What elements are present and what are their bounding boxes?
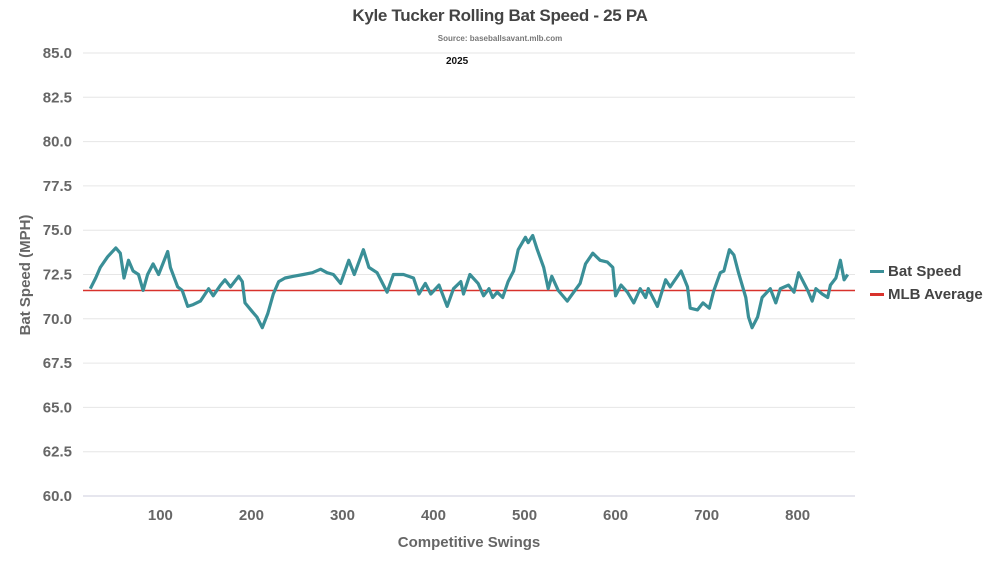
x-tick-label: 700 bbox=[694, 507, 719, 524]
legend-item-mlb-average[interactable]: MLB Average bbox=[870, 283, 983, 306]
x-tick-label: 500 bbox=[512, 507, 537, 524]
y-tick-label: 65.0 bbox=[43, 399, 72, 416]
x-tick-label: 400 bbox=[421, 507, 446, 524]
legend-label: MLB Average bbox=[888, 286, 983, 303]
y-tick-label: 85.0 bbox=[43, 45, 72, 62]
y-tick-label: 80.0 bbox=[43, 134, 72, 151]
y-tick-label: 70.0 bbox=[43, 311, 72, 328]
chart-title: Kyle Tucker Rolling Bat Speed - 25 PA bbox=[352, 6, 648, 25]
bat-speed-line bbox=[88, 233, 850, 330]
x-tick-label: 800 bbox=[785, 507, 810, 524]
x-tick-label: 600 bbox=[603, 507, 628, 524]
y-tick-label: 82.5 bbox=[43, 89, 72, 106]
y-axis-label: Bat Speed (MPH) bbox=[17, 215, 34, 336]
y-tick-label: 77.5 bbox=[43, 178, 72, 195]
y-tick-label: 75.0 bbox=[43, 222, 72, 239]
legend-item-bat-speed[interactable]: Bat Speed bbox=[870, 260, 983, 283]
y-tick-label: 72.5 bbox=[43, 267, 72, 284]
legend: Bat Speed MLB Average bbox=[870, 260, 983, 306]
year-annotation: 2025 bbox=[446, 56, 469, 67]
x-tick-label: 100 bbox=[148, 507, 173, 524]
chart-subtitle: Source: baseballsavant.mlb.com bbox=[437, 34, 563, 43]
x-axis-label: Competitive Swings bbox=[398, 534, 541, 551]
legend-label: Bat Speed bbox=[888, 263, 962, 280]
x-tick-label: 300 bbox=[330, 507, 355, 524]
legend-swatch-mlb-average bbox=[870, 293, 884, 296]
y-tick-label: 60.0 bbox=[43, 488, 72, 505]
y-tick-label: 67.5 bbox=[43, 355, 72, 372]
y-tick-label: 62.5 bbox=[43, 444, 72, 461]
legend-swatch-bat-speed bbox=[870, 270, 884, 273]
x-tick-label: 200 bbox=[239, 507, 264, 524]
